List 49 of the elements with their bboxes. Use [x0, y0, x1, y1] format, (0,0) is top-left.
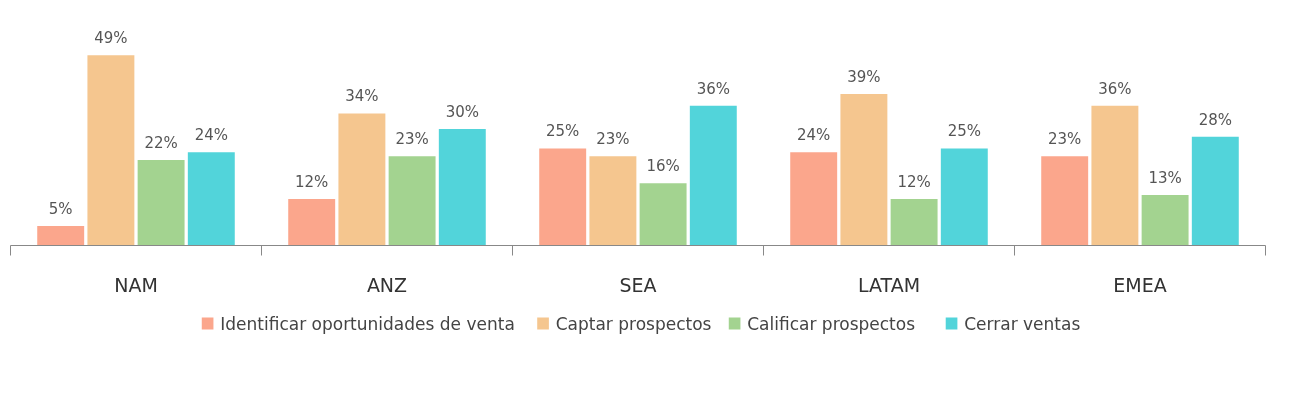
data-label: 30% [445, 103, 479, 122]
data-label: 23% [596, 130, 630, 149]
bar [388, 156, 436, 246]
bar [689, 105, 737, 246]
bar [1141, 195, 1189, 246]
data-label: 13% [1148, 169, 1182, 188]
data-label: 12% [897, 172, 931, 191]
data-label: 22% [144, 134, 178, 153]
data-label: 25% [546, 122, 580, 141]
bar [187, 152, 235, 246]
data-label: 23% [395, 130, 429, 149]
data-label: 23% [1048, 130, 1082, 149]
bar [87, 55, 135, 246]
x-tick-label: NAM [114, 273, 158, 296]
x-tick-label: LATAM [857, 273, 921, 296]
data-label: 36% [696, 79, 730, 98]
bar [1041, 156, 1089, 246]
bar [37, 226, 85, 246]
data-label: 24% [797, 126, 831, 145]
x-tick-label: SEA [619, 273, 657, 296]
bar [840, 94, 888, 246]
data-label: 28% [1198, 110, 1232, 129]
bar [940, 148, 988, 246]
data-label: 25% [947, 122, 981, 141]
bar [1191, 136, 1239, 246]
bar [639, 183, 687, 246]
bar [890, 198, 938, 246]
data-label: 36% [1098, 79, 1132, 98]
x-tick-label: ANZ [366, 273, 408, 296]
bar [137, 160, 185, 246]
legend-label: Identificar oportunidades de venta [220, 313, 515, 334]
bar [288, 198, 336, 246]
legend-label: Calificar prospectos [747, 313, 916, 334]
legend-label: Cerrar ventas [964, 313, 1081, 334]
bar [790, 152, 838, 246]
data-label: 16% [646, 157, 680, 176]
data-label: 34% [345, 87, 379, 106]
data-label: 49% [94, 29, 128, 48]
data-label: 12% [295, 172, 329, 191]
bar [338, 113, 386, 246]
x-tick-label: EMEA [1113, 273, 1167, 296]
bar [1091, 105, 1139, 246]
bar [438, 129, 486, 246]
bar [539, 148, 587, 246]
legend-label: Captar prospectos [555, 313, 712, 334]
bar [589, 156, 637, 246]
data-label: 24% [194, 126, 228, 145]
data-label: 39% [847, 68, 881, 87]
data-label: 5% [48, 200, 73, 219]
